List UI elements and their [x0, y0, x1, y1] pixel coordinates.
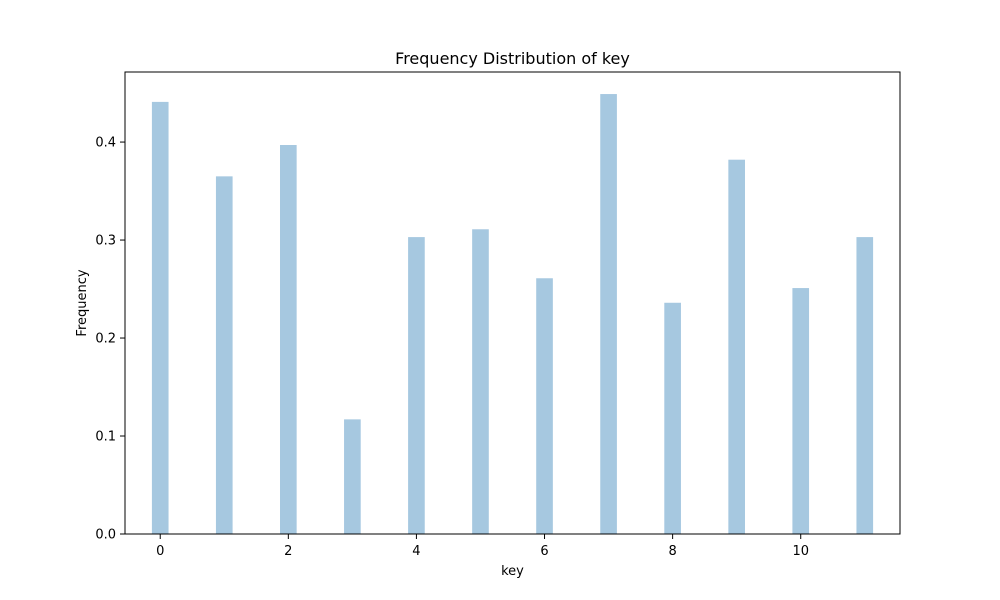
bar-key-7: [600, 94, 617, 535]
x-tick-label: 8: [668, 544, 676, 559]
y-axis-ticks: 0.0 0.1 0.2 0.3 0.4: [95, 136, 125, 543]
x-tick-label: 10: [792, 544, 809, 559]
bar-key-10: [792, 288, 810, 534]
bar-key-6: [536, 278, 553, 534]
y-axis-label: Frequency: [75, 269, 90, 336]
bar-key-8: [664, 302, 681, 534]
bar-key-9: [728, 159, 745, 534]
x-axis-label: key: [501, 564, 524, 579]
plot-area-frame: [124, 71, 901, 535]
y-tick-label: 0.1: [95, 430, 116, 445]
y-tick-label: 0.2: [95, 332, 116, 347]
x-tick-label: 4: [412, 544, 420, 559]
y-tick-label: 0.4: [95, 136, 116, 151]
bar-key-11: [856, 237, 874, 534]
bar-key-4: [408, 237, 425, 534]
y-tick-label: 0.0: [95, 528, 116, 543]
bar-key-5: [472, 229, 489, 534]
chart-title: Frequency Distribution of key: [395, 49, 630, 68]
x-tick-label: 0: [156, 544, 164, 559]
y-tick-label: 0.3: [95, 234, 116, 249]
bar-key-1: [215, 176, 233, 534]
x-tick-label: 6: [540, 544, 548, 559]
x-tick-label: 2: [284, 544, 292, 559]
bar-key-0: [151, 101, 169, 534]
bars: [151, 94, 874, 535]
x-axis-ticks: 0 2 4 6 8 10: [156, 534, 809, 559]
bar-key-2: [280, 145, 297, 534]
bar-key-3: [344, 419, 361, 534]
